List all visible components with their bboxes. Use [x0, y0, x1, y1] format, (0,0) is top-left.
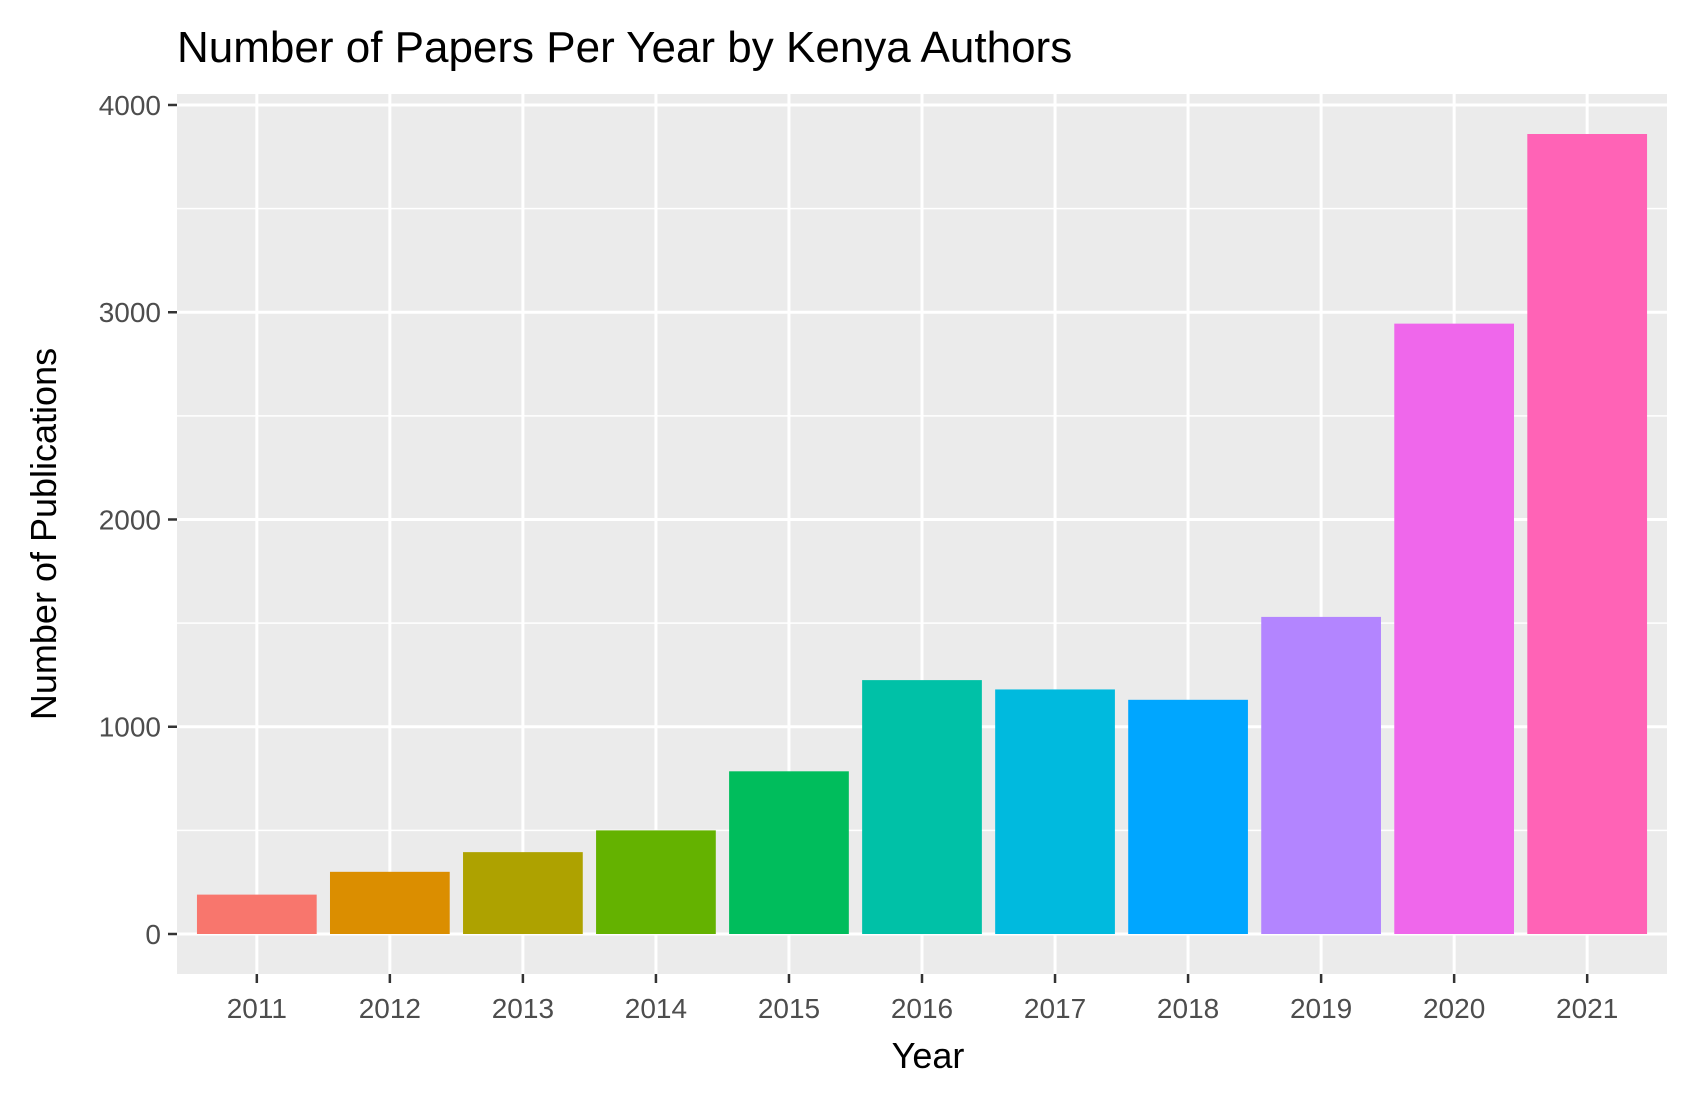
bar-2015 [729, 771, 849, 934]
y-tick-label: 4000 [99, 90, 161, 121]
x-axis: 2011 2012 2013 2014 2015 2016 2017 2018 2019 2020… [227, 974, 1618, 1024]
bar-2016 [862, 680, 982, 934]
x-tick-label: 2021 [1556, 993, 1618, 1024]
bar-2019 [1261, 616, 1381, 934]
y-tick-label: 3000 [99, 297, 161, 328]
x-tick-label: 2019 [1290, 993, 1352, 1024]
x-axis-title: Year [892, 1035, 965, 1076]
bar-2018 [1128, 699, 1248, 934]
x-tick-label: 2017 [1024, 993, 1086, 1024]
bar-2020 [1394, 323, 1515, 934]
x-tick-label: 2013 [492, 993, 554, 1024]
y-tick-label: 1000 [99, 712, 161, 743]
bar-2014 [596, 830, 716, 934]
chart-title: Number of Papers Per Year by Kenya Autho… [177, 23, 1072, 72]
y-axis-title: Number of Publications [23, 348, 64, 720]
x-tick-label: 2020 [1423, 993, 1485, 1024]
x-tick-label: 2018 [1157, 993, 1219, 1024]
bar-2011 [196, 894, 317, 934]
bar-2021 [1527, 134, 1648, 934]
bar-2012 [329, 871, 450, 934]
x-tick-label: 2014 [625, 993, 687, 1024]
x-tick-label: 2012 [359, 993, 421, 1024]
bars [196, 134, 1648, 934]
bar-2013 [463, 852, 583, 934]
y-tick-label: 0 [145, 919, 161, 950]
x-tick-label: 2016 [891, 993, 953, 1024]
x-tick-label: 2011 [227, 993, 287, 1024]
x-tick-label: 2015 [758, 993, 820, 1024]
y-tick-label: 2000 [99, 504, 161, 535]
y-axis: 0 1000 2000 3000 4000 [99, 90, 177, 950]
bar-2017 [995, 689, 1115, 934]
